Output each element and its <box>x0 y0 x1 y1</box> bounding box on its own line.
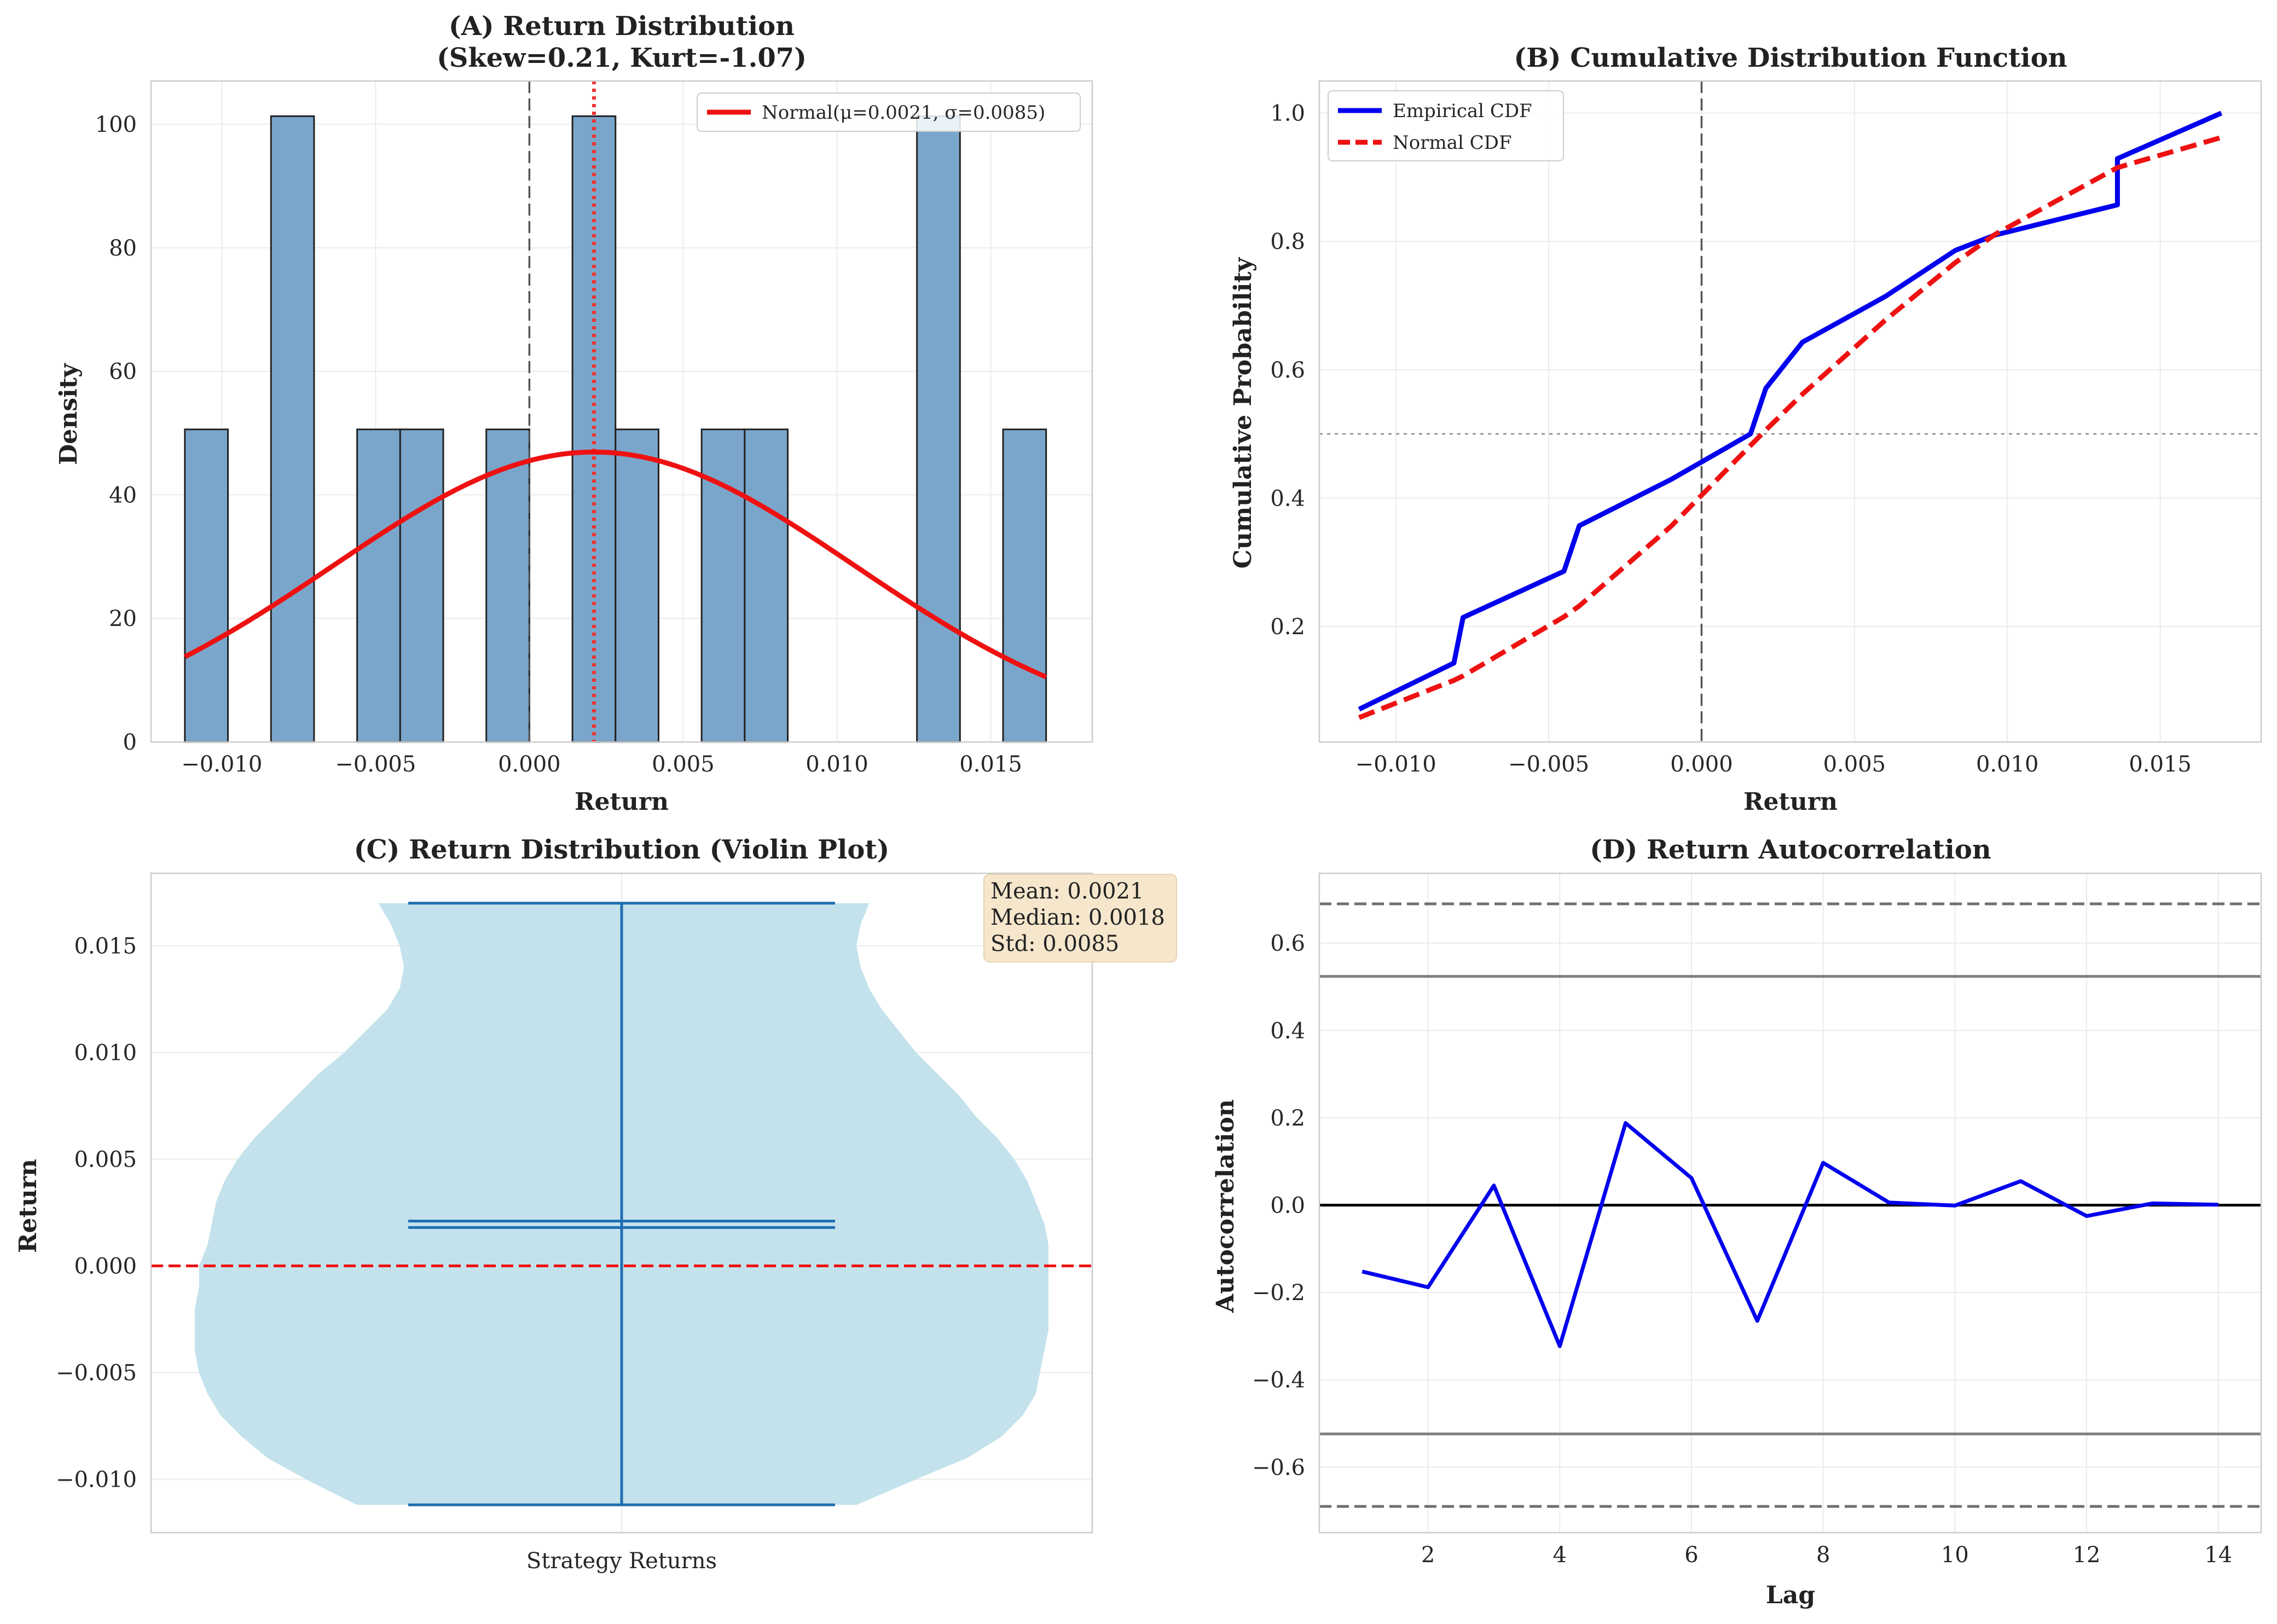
panel-b-ytick-label: 0.6 <box>1270 358 1305 383</box>
stats-box-line: Median: 0.0018 <box>990 905 1165 930</box>
panel-d-ytick-label: 0.2 <box>1270 1106 1305 1131</box>
histogram-bar <box>916 115 961 743</box>
panel-b-grid: −0.010 −0.005 0.000 0.005 0.010 0.015 0.2 0.4 0.… <box>1270 81 2261 777</box>
panel-a-histogram: (A) Return Distribution (Skew=0.21, Kurt… <box>55 11 1093 816</box>
histogram-bar <box>1002 428 1047 743</box>
panel-d-xtick-label: 10 <box>1941 1542 1969 1568</box>
panel-a-ytick-label: 60 <box>109 359 137 385</box>
panel-d-ytick-label: −0.6 <box>1252 1455 1305 1480</box>
normal-cdf-line <box>1358 135 2222 720</box>
panel-b-title: (B) Cumulative Distribution Function <box>1514 43 2067 73</box>
panel-b-ytick-label: 0.8 <box>1270 229 1305 254</box>
panel-a-legend: Normal(μ=0.0021, σ=0.0085) <box>697 92 1081 132</box>
panel-c-ytick-label: 0.000 <box>74 1254 137 1279</box>
panel-d-ylabel: Autocorrelation <box>1212 1099 1239 1313</box>
empirical-cdf-line <box>1358 111 2223 712</box>
panel-c-ytick-label: 0.010 <box>74 1041 137 1066</box>
histogram-bar <box>270 115 315 743</box>
histogram-bar <box>399 428 444 743</box>
panel-a-ytick-label: 0 <box>123 730 137 755</box>
legend-label-normal-fit: Normal(μ=0.0021, σ=0.0085) <box>762 102 1045 124</box>
panel-a-ytick-label: 20 <box>109 606 137 631</box>
panel-d-ytick-label: 0.0 <box>1270 1193 1305 1218</box>
panel-b-ytick-label: 1.0 <box>1270 101 1305 126</box>
panel-d-ytick-label: 0.4 <box>1270 1018 1305 1043</box>
panel-c-ytick-label: 0.005 <box>74 1147 137 1173</box>
panel-d-xtick-label: 12 <box>2073 1542 2101 1568</box>
panel-a-xlabel: Return <box>575 788 669 816</box>
panel-c-ytick-label: 0.015 <box>74 934 137 959</box>
panel-c-ytick-label: −0.010 <box>56 1468 137 1493</box>
panel-a-xtick-label: 0.005 <box>652 752 715 777</box>
panel-d-grid: 2 4 6 8 10 12 14 −0.6 −0.4 −0.2 0.0 0.2 0.4 0.6 <box>1252 873 2261 1568</box>
panel-d-title: (D) Return Autocorrelation <box>1590 834 1991 865</box>
panel-c-ylabel: Return <box>14 1159 42 1253</box>
panel-d-xlabel: Lag <box>1766 1581 1815 1609</box>
panel-b-xlabel: Return <box>1743 788 1838 816</box>
legend-label-empirical-cdf: Empirical CDF <box>1393 100 1532 122</box>
panel-b-ytick-label: 0.2 <box>1270 614 1305 640</box>
stats-box-line: Mean: 0.0021 <box>990 879 1144 904</box>
panel-c-ytick-label: −0.005 <box>56 1361 137 1386</box>
panel-a-xtick-label: 0.000 <box>498 752 561 777</box>
autocorrelation-line <box>1361 1121 2218 1348</box>
legend-box <box>697 92 1081 132</box>
panel-d-xtick-label: 2 <box>1421 1542 1435 1568</box>
panel-a-ytick-label: 40 <box>109 483 137 508</box>
stats-box-background <box>983 874 1177 962</box>
panel-a-subtitle: (Skew=0.21, Kurt=-1.07) <box>437 43 807 73</box>
panel-d-xtick-label: 8 <box>1816 1542 1830 1568</box>
panel-b-xtick-label: 0.000 <box>1670 752 1733 777</box>
panel-a-xtick-label: −0.005 <box>335 752 416 777</box>
panel-d-axes-frame <box>1318 872 2262 1534</box>
histogram-bar <box>184 428 229 743</box>
panel-b-ytick-label: 0.4 <box>1270 486 1305 511</box>
panel-a-xtick-label: 0.010 <box>806 752 868 777</box>
stats-box-line: Std: 0.0085 <box>990 931 1119 956</box>
panel-b-xtick-label: 0.005 <box>1823 752 1886 777</box>
histogram-bar <box>356 428 401 743</box>
panel-d-ytick-label: −0.4 <box>1252 1368 1305 1393</box>
panel-b-xtick-label: 0.010 <box>1976 752 2039 777</box>
panel-d-ytick-label: −0.2 <box>1252 1280 1305 1306</box>
panel-d-xtick-label: 4 <box>1553 1542 1567 1568</box>
panel-a-bars <box>184 115 1047 743</box>
panel-d-xtick-label: 14 <box>2204 1542 2232 1568</box>
panel-d-xtick-label: 6 <box>1684 1542 1698 1568</box>
panel-a-ytick-label: 100 <box>95 112 137 137</box>
panel-c-violin: (C) Return Distribution (Violin Plot) Re… <box>14 834 1177 1574</box>
panel-a-ytick-label: 80 <box>109 236 137 261</box>
legend-box <box>1328 90 1564 161</box>
panel-b-xtick-label: −0.005 <box>1508 752 1589 777</box>
panel-b-legend: Empirical CDF Normal CDF <box>1328 90 1564 161</box>
panel-c-category-label: Strategy Returns <box>526 1548 717 1574</box>
histogram-bar <box>700 428 746 743</box>
panel-d-ytick-label: 0.6 <box>1270 931 1305 956</box>
panel-b-xtick-label: 0.015 <box>2129 752 2192 777</box>
legend-label-normal-cdf: Normal CDF <box>1393 132 1512 154</box>
panel-d-autocorrelation: (D) Return Autocorrelation Lag Autocorre… <box>1212 834 2262 1609</box>
histogram-bar <box>615 428 659 743</box>
histogram-bar <box>744 428 789 743</box>
panel-c-axes-frame <box>150 872 1093 1534</box>
panel-b-cdf: (B) Cumulative Distribution Function Ret… <box>1229 43 2262 816</box>
panel-b-ylabel: Cumulative Probability <box>1229 257 1257 569</box>
panel-a-xtick-label: 0.015 <box>959 752 1022 777</box>
panel-c-title: (C) Return Distribution (Violin Plot) <box>354 834 889 865</box>
panel-b-xtick-label: −0.010 <box>1355 752 1436 777</box>
histogram-bar <box>485 428 530 743</box>
panel-b-axes-frame <box>1318 80 2262 743</box>
normal-fit-curve <box>183 449 1047 680</box>
panel-a-title: (A) Return Distribution <box>449 11 795 42</box>
panel-a-axes-frame <box>150 80 1093 743</box>
panel-a-xtick-label: −0.010 <box>181 752 262 777</box>
panel-a-ylabel: Density <box>55 363 83 465</box>
violin-stat-lines <box>408 902 835 1506</box>
